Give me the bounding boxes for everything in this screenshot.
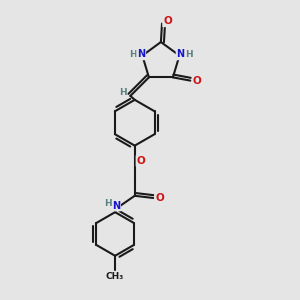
Text: H: H (185, 50, 193, 59)
Text: O: O (155, 193, 164, 203)
Text: N: N (137, 50, 145, 59)
Text: N: N (176, 50, 184, 59)
Text: O: O (163, 16, 172, 26)
Text: O: O (193, 76, 201, 85)
Text: CH₃: CH₃ (106, 272, 124, 281)
Text: H: H (104, 199, 112, 208)
Text: H: H (119, 88, 127, 97)
Text: H: H (129, 50, 137, 59)
Text: N: N (112, 201, 120, 211)
Text: O: O (136, 156, 145, 166)
